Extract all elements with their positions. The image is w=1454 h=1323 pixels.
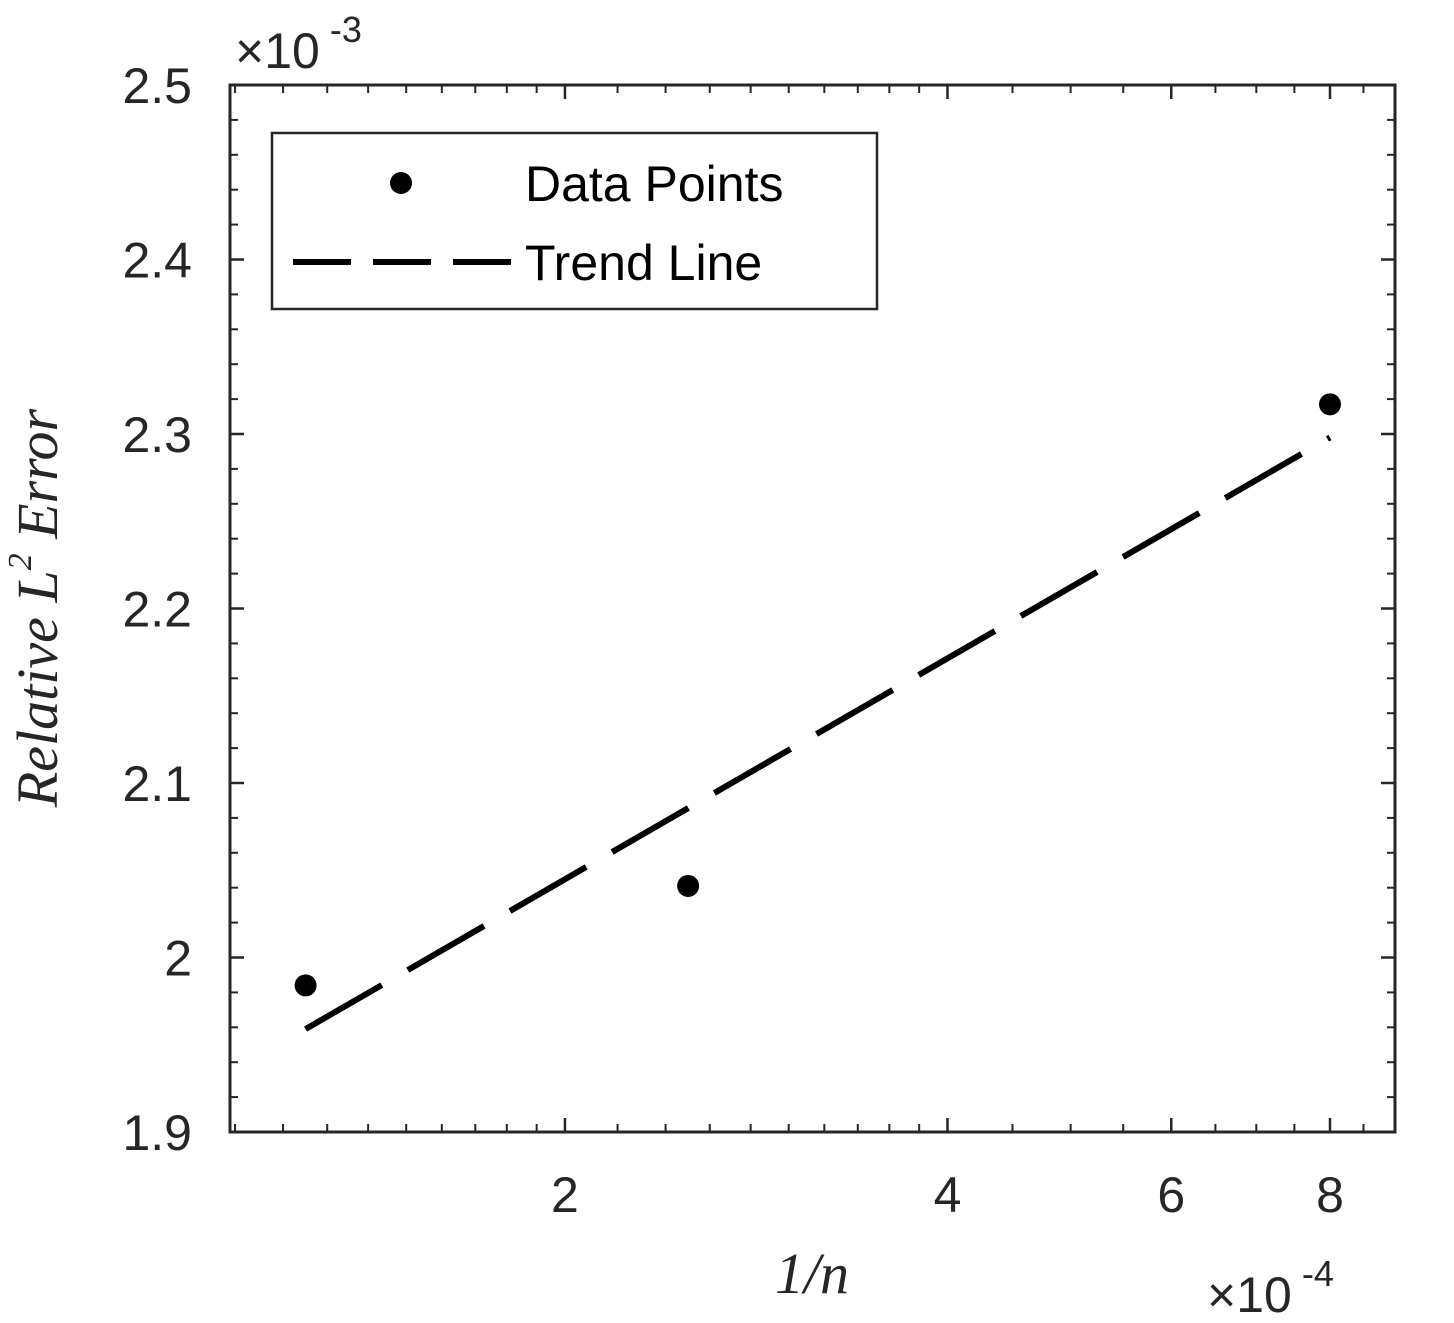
x-tick-label: 2 [551, 1167, 579, 1223]
y-tick-label: 2.1 [122, 756, 192, 812]
y-axis-label-suffix: Error [5, 408, 70, 553]
y-tick-label: 1.9 [122, 1105, 192, 1161]
y-multiplier-base: ×10 [235, 23, 320, 79]
y-axis-label: Relative L2 Error [2, 408, 70, 808]
legend-label-data-points: Data Points [525, 156, 783, 212]
y-tick-label: 2.4 [122, 233, 192, 289]
x-tick-label: 4 [934, 1167, 962, 1223]
legend-box [270, 131, 879, 311]
y-axis-label-superscript: 2 [2, 553, 39, 570]
x-multiplier-base: ×10 [1207, 1267, 1292, 1323]
trend-line [304, 434, 1332, 1032]
plot-frame [228, 83, 1397, 1134]
series-layer [294, 393, 1342, 1032]
x-tick-label: 6 [1157, 1167, 1185, 1223]
x-tick-label: 8 [1316, 1167, 1344, 1223]
legend-label-trend-line: Trend Line [525, 235, 762, 291]
x-tick-labels: 2 4 6 8 [551, 1167, 1344, 1223]
data-point [294, 974, 317, 997]
y-multiplier-exponent: -3 [330, 9, 362, 50]
y-axis-label-prefix: Relative L [5, 570, 70, 808]
x-axis-label: 1/n [775, 1241, 849, 1306]
x-multiplier-label: ×10 -4 [1207, 1253, 1334, 1323]
x-multiplier-exponent: -4 [1302, 1253, 1334, 1294]
y-tick-label: 2 [164, 931, 192, 987]
data-point [677, 874, 700, 897]
y-tick-labels: 1.9 2 2.1 2.2 2.3 2.4 2.5 [122, 58, 192, 1161]
y-tick-label: 2.5 [122, 58, 192, 114]
legend-marker-data-points [390, 172, 412, 194]
data-point [1319, 393, 1342, 416]
legend: Data Points Trend Line [270, 131, 879, 311]
y-tick-label: 2.2 [122, 582, 192, 638]
y-multiplier-label: ×10 -3 [235, 9, 362, 79]
y-tick-label: 2.3 [122, 407, 192, 463]
